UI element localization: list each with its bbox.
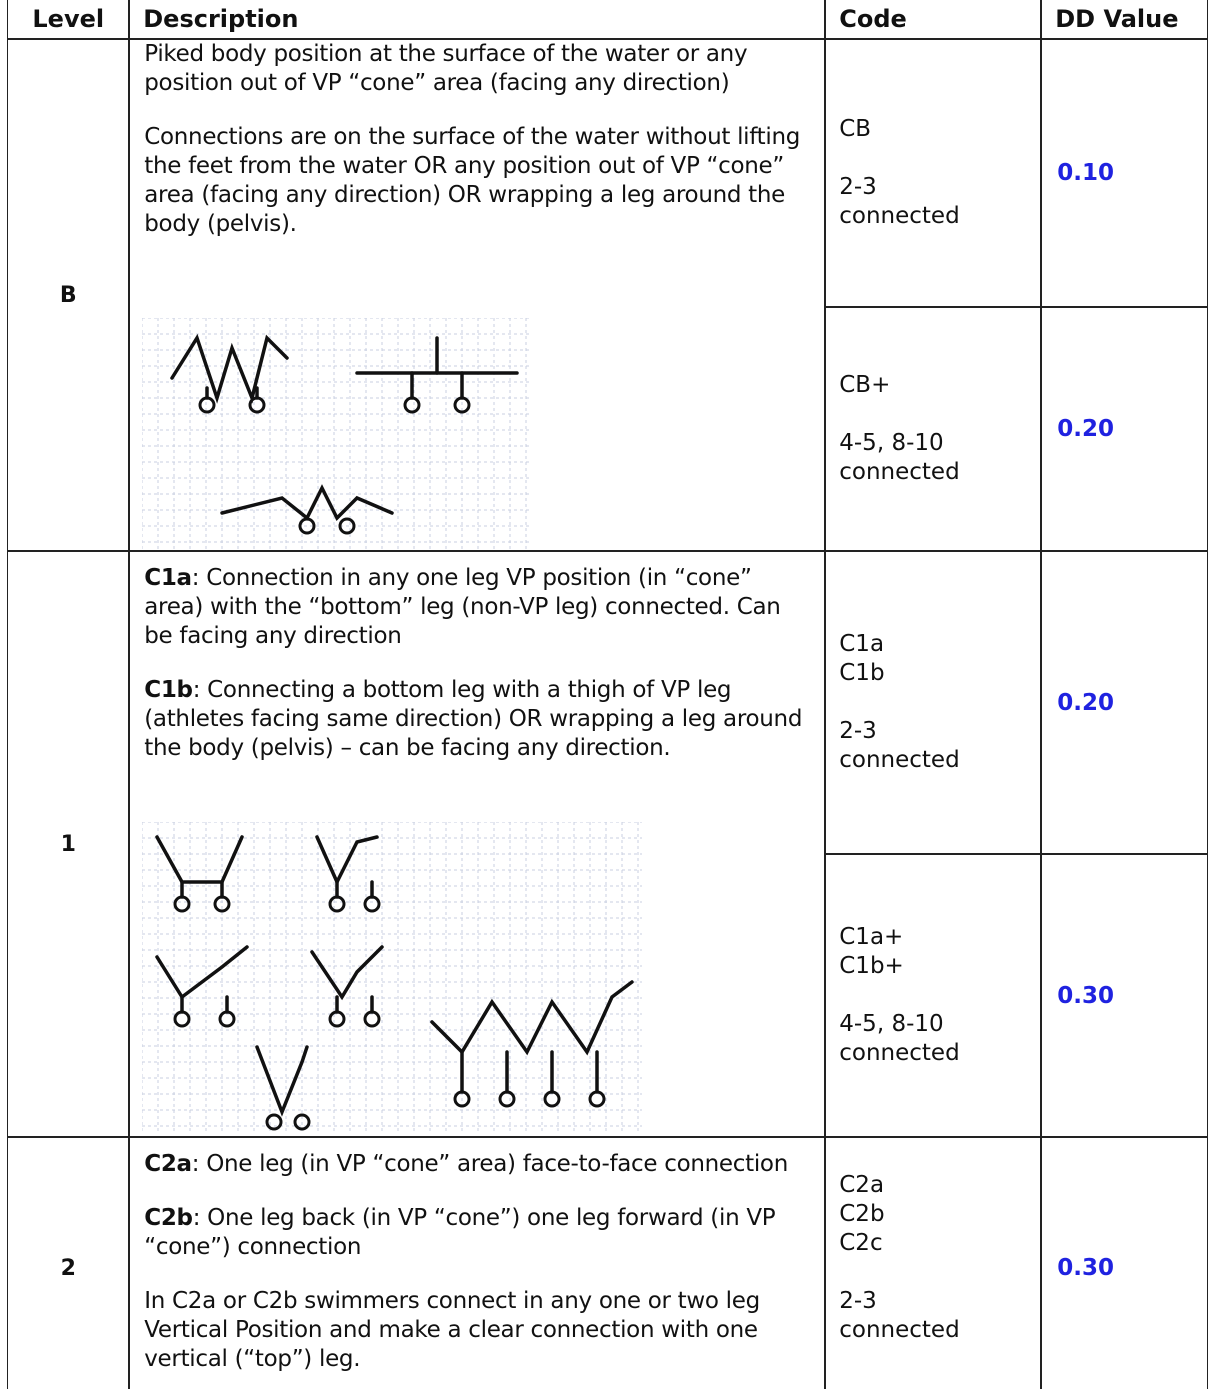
paragraph-label: C2a <box>144 1151 192 1178</box>
code-text: C2c <box>839 1230 883 1257</box>
paragraph: In C2a or C2b swimmers connect in any on… <box>144 1287 812 1374</box>
dd-value: 0.20 <box>1057 689 1114 716</box>
dd-value: 0.30 <box>1057 1255 1114 1282</box>
paragraph-text: : One leg (in VP “cone” area) face-to-fa… <box>191 1151 789 1178</box>
level-cell: B <box>7 39 130 552</box>
header-cell: DD Value <box>1041 0 1209 40</box>
code-text: CB <box>839 116 872 143</box>
paragraph-text: : Connection in any one leg VP position … <box>144 565 781 650</box>
paragraph-text: : One leg back (in VP “cone”) one leg fo… <box>144 1205 776 1261</box>
paragraph-label: C1a <box>144 565 192 592</box>
code-cell: C1a+ C1b+ 4-5, 8-10 connected <box>825 854 1042 1138</box>
level-text: B <box>59 282 77 308</box>
level-cell: 1 <box>7 551 130 1138</box>
dd-value-cell: 0.20 <box>1041 551 1209 855</box>
description-cell: C1a: Connection in any one leg VP positi… <box>129 551 826 1138</box>
paragraph-label: C2b <box>144 1205 193 1232</box>
paragraph: Piked body position at the surface of th… <box>144 40 812 98</box>
connected-text: 4-5, 8-10 <box>839 1011 944 1038</box>
paragraph-text: In C2a or C2b swimmers connect in any on… <box>144 1288 760 1373</box>
connected-text: connected <box>839 747 960 774</box>
dd-value-cell: 0.30 <box>1041 1137 1209 1389</box>
connected-text: 2-3 <box>839 718 877 745</box>
spacer <box>839 144 1040 173</box>
paragraph: C1b: Connecting a bottom leg with a thig… <box>144 676 812 763</box>
code-text: C1a <box>839 631 885 658</box>
paragraph-text: : Connecting a bottom leg with a thigh o… <box>144 677 803 762</box>
dd-value: 0.30 <box>1057 982 1114 1009</box>
spacer <box>839 688 1040 717</box>
code-text: CB+ <box>839 372 891 399</box>
paragraph: C2b: One leg back (in VP “cone”) one leg… <box>144 1204 812 1262</box>
dd-value: 0.10 <box>1057 160 1114 187</box>
level-text: 2 <box>60 1255 76 1281</box>
level-cell: 2 <box>7 1137 130 1389</box>
code-cell: CB+ 4-5, 8-10 connected <box>825 307 1042 552</box>
paragraph-text: Piked body position at the surface of th… <box>144 41 748 97</box>
code-text: C1b+ <box>839 953 904 980</box>
paragraph: C1a: Connection in any one leg VP positi… <box>144 564 812 651</box>
header-text: Level <box>32 5 105 34</box>
connected-text: connected <box>839 1040 960 1067</box>
header-cell: Description <box>129 0 826 40</box>
figure-sketch <box>142 318 530 550</box>
code-text: C2a <box>839 1172 885 1199</box>
paragraph: C2a: One leg (in VP “cone” area) face-to… <box>144 1150 812 1179</box>
code-text: C2b <box>839 1201 885 1228</box>
level-text: 1 <box>60 831 76 857</box>
figure-sketch <box>142 822 642 1132</box>
header-text: Code <box>839 5 907 34</box>
connected-text: connected <box>839 459 960 486</box>
header-text: Description <box>143 5 299 34</box>
connected-text: connected <box>839 1317 960 1344</box>
header-text: DD Value <box>1055 5 1179 34</box>
dd-value-cell: 0.30 <box>1041 854 1209 1138</box>
connected-text: connected <box>839 203 960 230</box>
description-cell: C2a: One leg (in VP “cone” area) face-to… <box>129 1137 826 1389</box>
dd-value-cell: 0.10 <box>1041 39 1209 308</box>
header-cell: Level <box>7 0 130 40</box>
paragraph-text: Connections are on the surface of the wa… <box>144 124 801 238</box>
spacer <box>839 981 1040 1010</box>
code-cell: C2a C2b C2c 2-3 connected <box>825 1137 1042 1389</box>
code-text: C1b <box>839 660 885 687</box>
paragraph: Connections are on the surface of the wa… <box>144 123 812 239</box>
spacer <box>839 400 1040 429</box>
header-cell: Code <box>825 0 1042 40</box>
code-cell: C1a C1b 2-3 connected <box>825 551 1042 855</box>
code-text: C1a+ <box>839 924 904 951</box>
spacer <box>839 1258 1040 1287</box>
description-cell: Piked body position at the surface of th… <box>129 39 826 552</box>
connected-text: 4-5, 8-10 <box>839 430 944 457</box>
dd-value: 0.20 <box>1057 416 1114 443</box>
connected-text: 2-3 <box>839 1288 877 1315</box>
paragraph-label: C1b <box>144 677 193 704</box>
code-cell: CB 2-3 connected <box>825 39 1042 308</box>
dd-value-cell: 0.20 <box>1041 307 1209 552</box>
connected-text: 2-3 <box>839 174 877 201</box>
